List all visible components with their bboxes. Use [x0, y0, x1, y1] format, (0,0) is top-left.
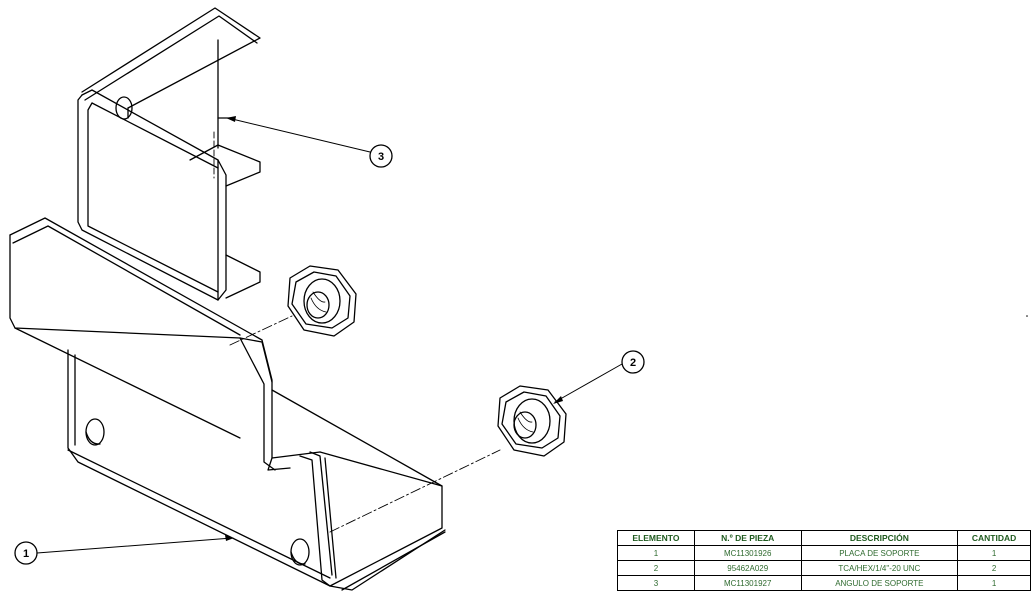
bom-cell: 1: [617, 545, 695, 561]
bom-header-cantidad: CANTIDAD: [957, 530, 1031, 546]
balloon-1-label: 1: [23, 548, 29, 560]
support-plate-part-1: [9, 217, 446, 591]
bom-cell: MC11301927: [693, 575, 802, 591]
bom-cell: MC11301926: [693, 545, 802, 561]
bom-cell: 2: [957, 560, 1031, 576]
bom-header-descripcion: DESCRIPCIÓN: [800, 530, 959, 546]
bom-cell: PLACA DE SOPORTE: [800, 545, 959, 561]
hex-nut-bottom: [497, 385, 567, 457]
leader-arrow-2: [553, 396, 563, 404]
leader-line-1: [36, 537, 233, 554]
leader-arrow-1: [225, 535, 234, 541]
table-row: 3 MC11301927 ANGULO DE SOPORTE 1: [617, 575, 1031, 591]
bom-cell: 2: [617, 560, 695, 576]
table-row: 2 95462A029 TCA/HEX/1/4"-20 UNC 2: [617, 560, 1031, 576]
bom-header-pieza: N.º DE PIEZA: [693, 530, 802, 546]
bom-cell: 1: [957, 545, 1031, 561]
stray-mark: [1026, 315, 1028, 317]
hex-nut-top: [287, 265, 357, 337]
angle-bracket-part-3: [77, 7, 261, 301]
table-row: 1 MC11301926 PLACA DE SOPORTE 1: [617, 545, 1031, 561]
leader-line-3: [227, 117, 371, 153]
assembly-centerlines: [229, 315, 501, 533]
balloon-1: 1: [14, 541, 38, 565]
balloon-2-label: 2: [630, 357, 636, 369]
bom-cell: TCA/HEX/1/4"-20 UNC: [800, 560, 959, 576]
bom-cell: 3: [617, 575, 695, 591]
balloon-3: 3: [369, 144, 393, 168]
bom-header-row: ELEMENTO N.º DE PIEZA DESCRIPCIÓN CANTID…: [617, 530, 1031, 546]
bill-of-materials-table: ELEMENTO N.º DE PIEZA DESCRIPCIÓN CANTID…: [617, 530, 1031, 591]
balloon-2: 2: [621, 350, 645, 374]
balloon-3-label: 3: [378, 151, 384, 163]
leader-line-2: [554, 363, 623, 403]
leader-arrow-3: [226, 116, 236, 122]
bom-cell: 1: [957, 575, 1031, 591]
bom-cell: 95462A029: [693, 560, 802, 576]
bom-header-elemento: ELEMENTO: [617, 530, 695, 546]
bom-cell: ANGULO DE SOPORTE: [800, 575, 959, 591]
